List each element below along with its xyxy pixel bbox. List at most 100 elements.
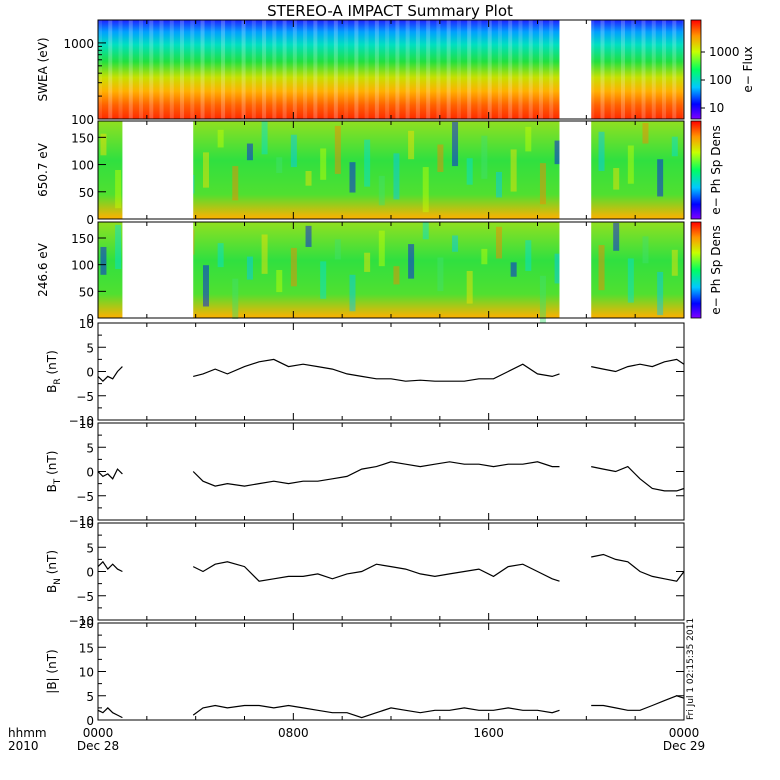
pad-patch (232, 166, 239, 201)
y-tick-label: 0 (86, 566, 94, 580)
pad-patch (495, 226, 502, 259)
flux-texture-stripe (251, 20, 256, 119)
series-line (192, 461, 560, 487)
pad-patch (408, 244, 415, 279)
series-line (192, 561, 560, 582)
pad-patch (320, 261, 327, 299)
series-line (97, 560, 123, 573)
pad-patch (437, 144, 444, 172)
flux-texture-stripe (282, 20, 287, 119)
pad-patch (495, 171, 502, 198)
y-tick-label: 0 (86, 213, 94, 227)
series-line (591, 465, 685, 492)
flux-texture-stripe (662, 20, 667, 119)
colorbar-label: e− Flux (741, 46, 755, 92)
pad-patch (290, 134, 297, 168)
y-axis-label-main: B (45, 585, 59, 593)
flux-texture-stripe (682, 20, 687, 119)
series-line (97, 366, 123, 383)
y-axis-label-main: |B| (45, 677, 59, 693)
x-corner-label-hhmm: hhmm (8, 726, 47, 740)
series-line (591, 358, 685, 373)
panel-frame (97, 522, 685, 621)
colorbar-label: e− Ph Sp Dens (709, 125, 723, 214)
flux-texture-stripe (497, 20, 502, 119)
y-axis-label-sub: N (53, 578, 63, 585)
colorbar-tick-label: 10 (709, 101, 724, 115)
flux-texture-stripe (108, 20, 113, 119)
y-tick-label: 5 (86, 441, 94, 455)
pad-patch (627, 258, 634, 303)
y-tick-label: 10 (79, 317, 94, 331)
flux-texture-stripe (169, 20, 174, 119)
flux-texture-stripe (354, 20, 359, 119)
y-tick-label: 0 (86, 366, 94, 380)
y-tick-label: −10 (69, 614, 94, 628)
pad-patch (554, 253, 561, 284)
y-tick-label: −5 (76, 490, 94, 504)
pad-patch (115, 224, 122, 270)
pad-patch (393, 153, 400, 200)
panel-frame (97, 221, 685, 319)
pad-patch (452, 121, 459, 167)
flux-texture-stripe (231, 20, 236, 119)
flux-texture-stripe (272, 20, 277, 119)
pad-patch (525, 240, 532, 271)
y-tick-label: −5 (76, 390, 94, 404)
y-axis-label: BT (nT) (45, 451, 63, 493)
panel-frame (97, 622, 685, 721)
y-axis-label: BN (nT) (45, 550, 63, 593)
y-axis-label: |B| (nT) (45, 649, 59, 693)
pad-patch (539, 163, 546, 205)
pad-patch (202, 265, 209, 307)
flux-texture-stripe (621, 20, 626, 119)
pad-patch (334, 125, 341, 174)
x-corner-label-year: 2010 (8, 739, 39, 753)
flux-texture-stripe (149, 20, 154, 119)
pad-patch (276, 157, 283, 173)
flux-texture-stripe (415, 20, 420, 119)
y-tick-label: 0 (86, 714, 94, 728)
pad-patch (305, 170, 312, 186)
pad-patch (408, 130, 415, 160)
pad-patch (320, 148, 327, 180)
y-axis-label: SWEA (eV) (36, 37, 50, 101)
flux-texture-stripe (600, 20, 605, 119)
y-tick-label: −10 (69, 414, 94, 428)
y-tick-label: 10 (79, 666, 94, 680)
flux-texture-stripe (467, 20, 472, 119)
data-gap (122, 222, 194, 319)
flux-texture-stripe (221, 20, 226, 119)
flux-texture-stripe (200, 20, 205, 119)
pad-patch (422, 167, 429, 213)
flux-texture-stripe (528, 20, 533, 119)
pad-patch (115, 170, 122, 209)
pad-patch (378, 175, 385, 206)
y-tick-label: 150 (71, 131, 94, 145)
y-tick-label: −5 (76, 590, 94, 604)
series-line (97, 707, 123, 719)
flux-texture-stripe (477, 20, 482, 119)
pad-patch (613, 168, 620, 190)
pad-patch (305, 225, 312, 247)
pad-patch (364, 252, 371, 272)
data-gap (559, 222, 592, 319)
colorbar-tick-label: 100 (709, 73, 732, 87)
flux-texture-stripe (456, 20, 461, 119)
x-tick-label: 1600 (473, 726, 504, 740)
series-line (193, 358, 560, 382)
y-tick-label: 5 (86, 341, 94, 355)
y-axis-label-unit: (nT) (45, 451, 59, 479)
colorbar-tick-label: 1000 (709, 45, 740, 59)
y-tick-label: 5 (86, 690, 94, 704)
pad-patch (510, 149, 517, 192)
flux-texture-stripe (672, 20, 677, 119)
pad-patch (627, 145, 634, 184)
flux-texture-stripe (395, 20, 400, 119)
flux-texture-stripe (190, 20, 195, 119)
y-tick-label: 0 (86, 466, 94, 480)
pad-patch (657, 159, 664, 197)
panel-4: BR (nT) (45, 322, 685, 421)
flux-texture-stripe (549, 20, 554, 119)
